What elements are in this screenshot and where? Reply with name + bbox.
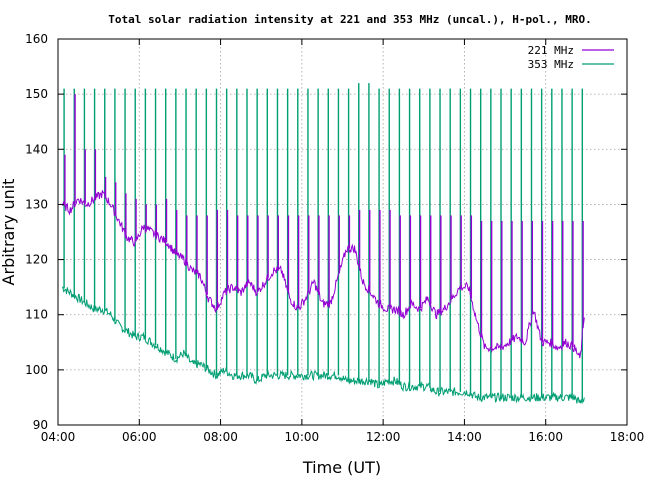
x-tick-label: 06:00: [122, 430, 157, 444]
axis-ticks: [57, 38, 628, 426]
x-tick-label: 04:00: [41, 430, 76, 444]
x-axis-label: Time (UT): [302, 458, 381, 477]
y-tick-label: 120: [25, 253, 48, 267]
y-tick-label: 130: [25, 197, 48, 211]
y-tick-labels: 90 100 110 120 130 140 150 160: [25, 32, 48, 432]
x-tick-label: 08:00: [203, 430, 238, 444]
legend-label-221: 221 MHz: [528, 44, 574, 57]
series-line: [62, 190, 585, 359]
chart-title: Total solar radiation intensity at 221 a…: [108, 13, 591, 26]
x-tick-label: 14:00: [447, 430, 482, 444]
plot-frame: [57, 38, 628, 426]
y-tick-label: 110: [25, 308, 48, 322]
y-tick-label: 100: [25, 363, 48, 377]
series-line: [62, 286, 585, 405]
y-axis-label: Arbitrary unit: [0, 179, 18, 286]
y-tick-label: 160: [25, 32, 48, 46]
legend: 221 MHz 353 MHz: [528, 44, 614, 71]
y-tick-label: 150: [25, 87, 48, 101]
y-tick-label: 140: [25, 142, 48, 156]
y-tick-label: 90: [33, 418, 48, 432]
series-layer: [62, 83, 585, 405]
x-tick-label: 16:00: [528, 430, 563, 444]
x-tick-labels: 04:00 06:00 08:00 10:00 12:00 14:00 16:00 18:00: [41, 430, 645, 444]
x-tick-label: 10:00: [285, 430, 320, 444]
series-221-mhz: [62, 94, 585, 359]
legend-label-353: 353 MHz: [528, 58, 574, 71]
x-tick-label: 18:00: [610, 430, 645, 444]
x-tick-label: 12:00: [366, 430, 401, 444]
